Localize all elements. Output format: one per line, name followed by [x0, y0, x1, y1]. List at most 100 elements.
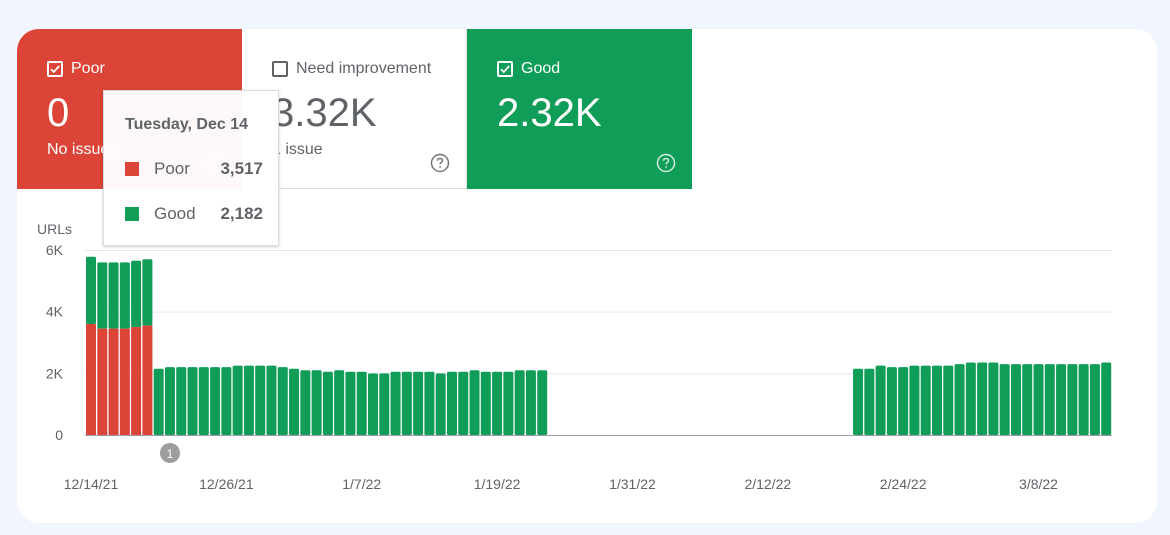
bar-good[interactable]: [164, 367, 175, 435]
need-improvement-tile[interactable]: Need improvement 3.32K 1 issue: [242, 29, 467, 189]
bar-good[interactable]: [492, 371, 503, 435]
good-tile[interactable]: Good 2.32K: [467, 29, 692, 189]
bar-good[interactable]: [1056, 364, 1067, 435]
bar-good[interactable]: [255, 365, 266, 435]
annotation-marker[interactable]: 1: [160, 443, 180, 463]
bar-good[interactable]: [210, 367, 221, 435]
bar-good[interactable]: [932, 365, 942, 435]
tooltip-poor-label: Poor: [154, 159, 190, 178]
bar-poor[interactable]: [108, 328, 119, 435]
bar-good[interactable]: [379, 373, 390, 435]
bar-good[interactable]: [886, 367, 897, 435]
bar-good[interactable]: [965, 362, 976, 435]
bar-good[interactable]: [119, 262, 130, 329]
bar-good[interactable]: [943, 365, 954, 435]
bar-good[interactable]: [108, 262, 119, 329]
checkbox-checked-icon[interactable]: [497, 61, 513, 77]
y-tick-label: 0: [55, 427, 63, 443]
bar-good[interactable]: [1101, 362, 1112, 435]
grid-lines: [85, 250, 1112, 375]
bar-good[interactable]: [435, 373, 446, 435]
x-tick-label: 1/31/22: [609, 476, 656, 492]
bar-good[interactable]: [920, 365, 931, 435]
bar-good[interactable]: [1022, 364, 1033, 435]
good-value: 2.32K: [497, 91, 602, 135]
bars[interactable]: [86, 256, 1112, 435]
x-tick-label: 1/19/22: [474, 476, 521, 492]
need-improvement-toggle[interactable]: Need improvement: [272, 60, 431, 78]
bar-poor[interactable]: [97, 328, 108, 435]
good-toggle[interactable]: Good: [497, 60, 560, 78]
bar-good[interactable]: [198, 367, 209, 435]
bar-good[interactable]: [187, 367, 198, 435]
good-label: Good: [521, 60, 561, 77]
bar-good[interactable]: [390, 371, 401, 435]
bar-poor[interactable]: [119, 328, 130, 435]
x-tick-label: 2/24/22: [880, 476, 927, 492]
checkbox-unchecked-icon[interactable]: [272, 61, 288, 77]
bar-good[interactable]: [898, 367, 909, 435]
bar-good[interactable]: [277, 367, 288, 435]
bar-good[interactable]: [480, 371, 491, 435]
x-tick-label: 12/14/21: [64, 476, 119, 492]
bar-good[interactable]: [1010, 364, 1021, 435]
bar-good[interactable]: [469, 370, 480, 435]
poor-toggle[interactable]: Poor: [47, 60, 105, 78]
bar-good[interactable]: [221, 367, 232, 435]
bar-good[interactable]: [909, 365, 920, 435]
help-icon[interactable]: [430, 153, 450, 173]
bar-good[interactable]: [954, 364, 965, 435]
poor-sub: No issues: [47, 141, 118, 158]
bar-good[interactable]: [458, 371, 469, 435]
bar-good[interactable]: [413, 371, 424, 435]
bar-good[interactable]: [289, 368, 300, 435]
bar-good[interactable]: [503, 371, 514, 435]
bar-good[interactable]: [334, 370, 345, 435]
bar-good[interactable]: [142, 259, 153, 326]
bar-good[interactable]: [86, 256, 96, 324]
bar-good[interactable]: [356, 371, 367, 435]
bar-good[interactable]: [243, 365, 254, 435]
bar-good[interactable]: [537, 370, 548, 435]
checkbox-checked-icon[interactable]: [47, 61, 63, 77]
bar-good[interactable]: [977, 362, 988, 435]
bar-good[interactable]: [1033, 364, 1044, 435]
bar-poor[interactable]: [86, 324, 96, 435]
bar-good[interactable]: [1089, 364, 1100, 435]
tooltip-row-poor: Poor 3,517: [125, 159, 263, 179]
need-improvement-sub: 1 issue: [272, 141, 323, 158]
bar-good[interactable]: [176, 367, 187, 435]
bar-good[interactable]: [1044, 364, 1055, 435]
bar-good[interactable]: [853, 368, 864, 435]
x-axis-ticks: 12/14/21 12/26/21 1/7/22 1/19/22 1/31/22 2/12…: [64, 476, 1058, 492]
bar-good[interactable]: [514, 370, 525, 435]
poor-label: Poor: [71, 60, 105, 77]
bar-good[interactable]: [232, 365, 243, 435]
bar-good[interactable]: [401, 371, 412, 435]
bar-good[interactable]: [97, 262, 108, 329]
bar-good[interactable]: [266, 365, 277, 435]
bar-good[interactable]: [446, 371, 457, 435]
bar-good[interactable]: [424, 371, 435, 435]
bar-good[interactable]: [525, 370, 536, 435]
bar-good[interactable]: [368, 373, 378, 435]
bar-good[interactable]: [311, 370, 322, 435]
bar-good[interactable]: [875, 365, 886, 435]
bar-good[interactable]: [153, 368, 164, 435]
bar-good[interactable]: [131, 260, 142, 328]
bar-good[interactable]: [322, 371, 333, 435]
bar-good[interactable]: [300, 370, 311, 435]
help-icon[interactable]: [656, 153, 676, 173]
bar-poor[interactable]: [131, 327, 142, 435]
bar-good[interactable]: [345, 371, 356, 435]
annotation-circle[interactable]: [160, 443, 180, 463]
annotation-label[interactable]: 1: [167, 447, 174, 461]
bar-good[interactable]: [864, 368, 875, 435]
bar-good[interactable]: [1078, 364, 1089, 435]
bar-good[interactable]: [999, 364, 1010, 435]
bar-poor[interactable]: [142, 325, 153, 435]
good-swatch: [125, 207, 139, 221]
bar-good[interactable]: [1067, 364, 1078, 435]
bar-good[interactable]: [988, 362, 999, 435]
